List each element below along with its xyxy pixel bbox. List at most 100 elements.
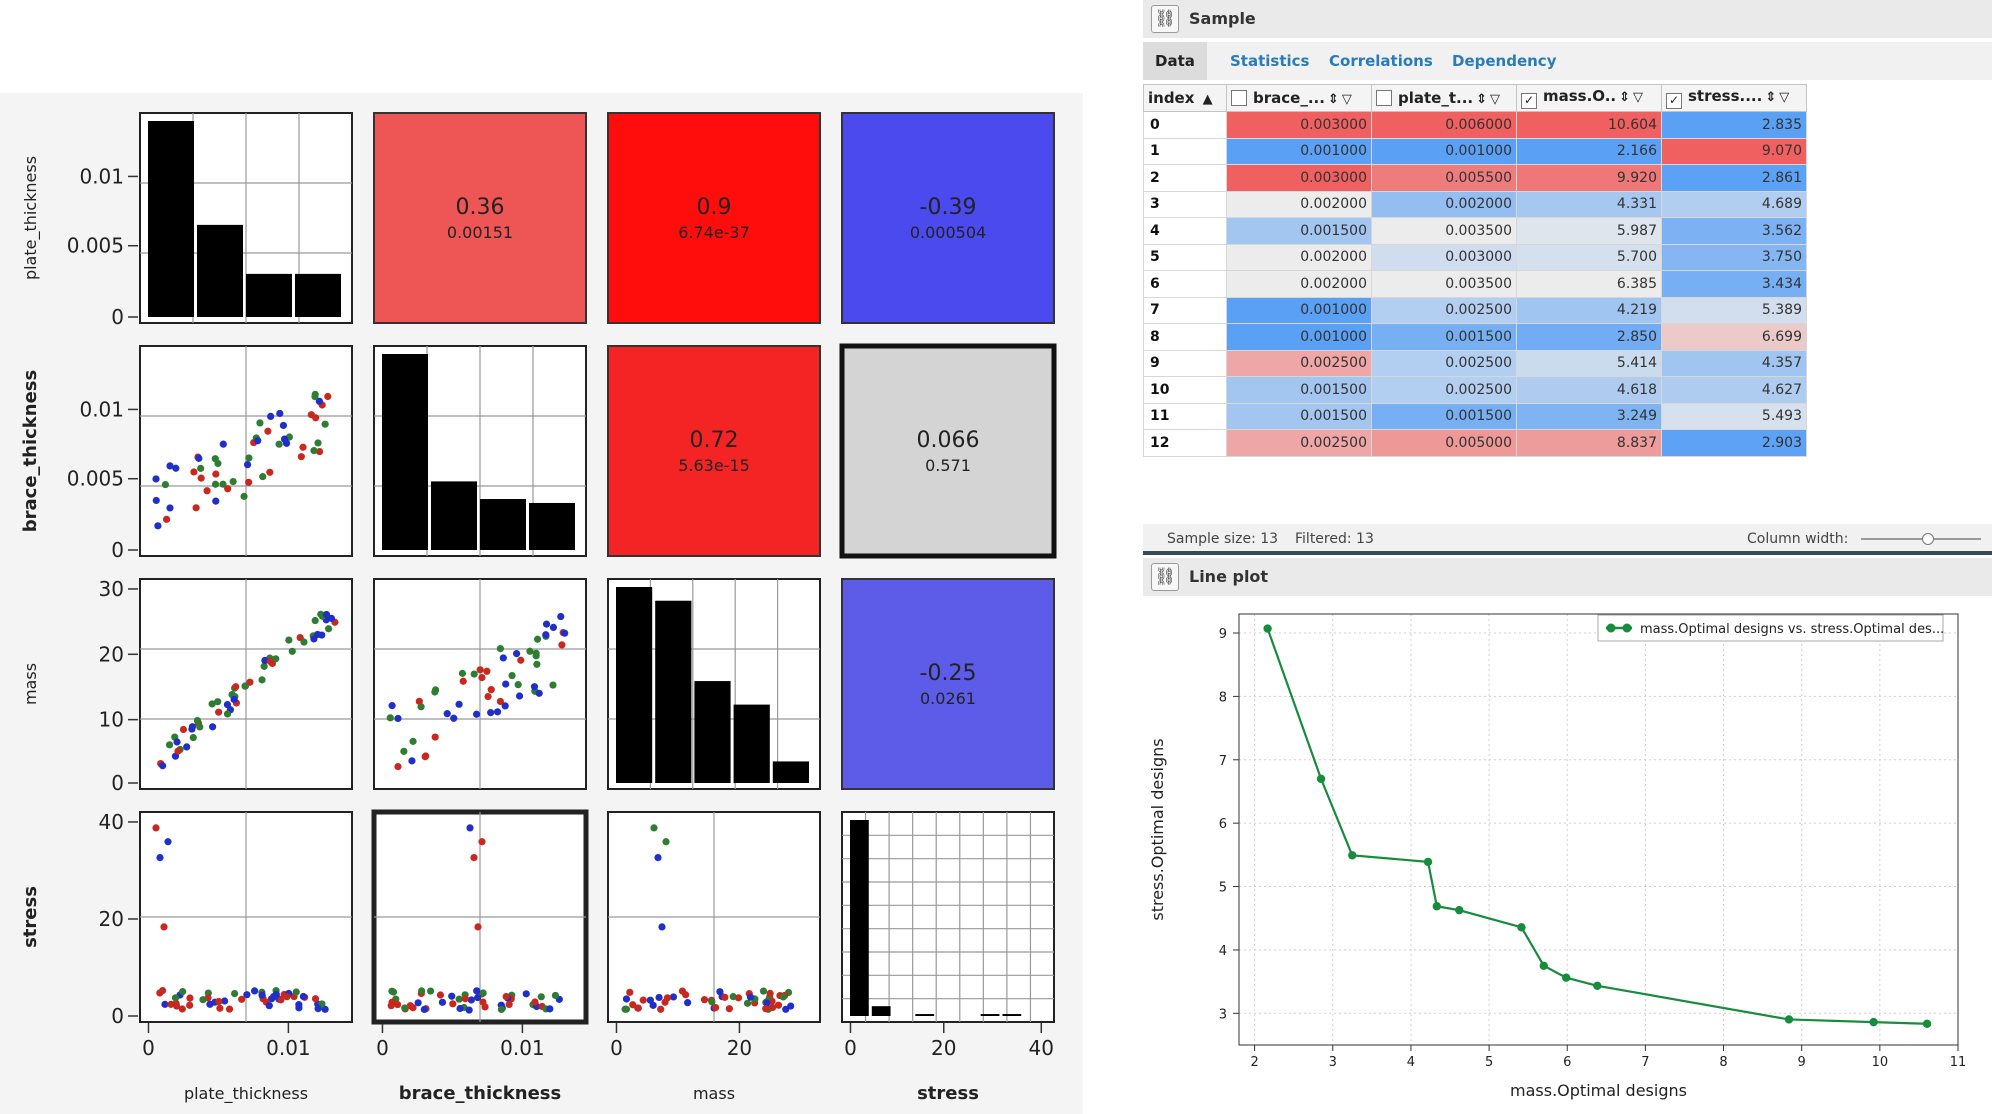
plate-cell[interactable]: 0.003500 [1371, 217, 1517, 245]
table-row[interactable]: 0 0.003000 0.006000 10.604 2.835 [1143, 111, 1807, 139]
row-index-cell[interactable]: 10 [1143, 376, 1227, 404]
stress-cell[interactable]: 2.903 [1661, 429, 1807, 457]
brace-cell[interactable]: 0.001500 [1226, 217, 1372, 245]
tab-correlations[interactable]: Correlations [1329, 52, 1433, 70]
brace-cell[interactable]: 0.003000 [1226, 111, 1372, 139]
column-header-index[interactable]: index ▲ [1143, 84, 1227, 112]
mass-cell[interactable]: 8.837 [1516, 429, 1662, 457]
column-width-slider-handle[interactable] [1922, 533, 1934, 545]
table-row[interactable]: 3 0.002000 0.002000 4.331 4.689 [1143, 190, 1807, 218]
column-header-plate[interactable]: plate_t... ⇕ ▽ [1371, 84, 1517, 112]
mass-cell[interactable]: 10.604 [1516, 111, 1662, 139]
brace-cell[interactable]: 0.001500 [1226, 402, 1372, 430]
link-icon[interactable]: ⛓ [1151, 5, 1179, 33]
filter-icon[interactable]: ▽ [1779, 90, 1790, 105]
table-row[interactable]: 1 0.001000 0.001000 2.166 9.070 [1143, 137, 1807, 165]
sort-icon[interactable]: ⇕ [1765, 90, 1777, 105]
brace-cell[interactable]: 0.002000 [1226, 243, 1372, 271]
brace-cell[interactable]: 0.002500 [1226, 429, 1372, 457]
brace-cell[interactable]: 0.001000 [1226, 137, 1372, 165]
plate-cell[interactable]: 0.003000 [1371, 243, 1517, 271]
mass-cell[interactable]: 2.166 [1516, 137, 1662, 165]
stress-cell[interactable]: 4.627 [1661, 376, 1807, 404]
table-row[interactable]: 5 0.002000 0.003000 5.700 3.750 [1143, 243, 1807, 271]
mass-cell[interactable]: 4.331 [1516, 190, 1662, 218]
stress-cell[interactable]: 4.689 [1661, 190, 1807, 218]
row-index-cell[interactable]: 7 [1143, 296, 1227, 324]
stress-cell[interactable]: 3.750 [1661, 243, 1807, 271]
link-icon[interactable]: ⛓ [1151, 563, 1179, 591]
tab-dependency[interactable]: Dependency [1452, 52, 1557, 70]
mass-cell[interactable]: 5.987 [1516, 217, 1662, 245]
row-index-cell[interactable]: 1 [1143, 137, 1227, 165]
filter-icon[interactable]: ▽ [1633, 90, 1644, 105]
plate-cell[interactable]: 0.002500 [1371, 349, 1517, 377]
sort-icon[interactable]: ⇕ [1476, 92, 1488, 107]
table-row[interactable]: 7 0.001000 0.002500 4.219 5.389 [1143, 296, 1807, 324]
row-index-cell[interactable]: 8 [1143, 323, 1227, 351]
row-index-cell[interactable]: 6 [1143, 270, 1227, 298]
stress-cell[interactable]: 2.861 [1661, 164, 1807, 192]
brace-cell[interactable]: 0.001000 [1226, 296, 1372, 324]
tab-statistics[interactable]: Statistics [1230, 52, 1310, 70]
stress-cell[interactable]: 9.070 [1661, 137, 1807, 165]
stress-cell[interactable]: 6.699 [1661, 323, 1807, 351]
row-index-cell[interactable]: 2 [1143, 164, 1227, 192]
tab-data[interactable]: Data [1143, 42, 1207, 80]
row-index-cell[interactable]: 12 [1143, 429, 1227, 457]
column-header-stress[interactable]: ✓ stress.... ⇕ ▽ [1661, 84, 1807, 112]
brace-cell[interactable]: 0.002500 [1226, 349, 1372, 377]
column-header-brace[interactable]: brace_... ⇕ ▽ [1226, 84, 1372, 112]
stress-cell[interactable]: 4.357 [1661, 349, 1807, 377]
stress-cell[interactable]: 3.434 [1661, 270, 1807, 298]
table-row[interactable]: 4 0.001500 0.003500 5.987 3.562 [1143, 217, 1807, 245]
mass-cell[interactable]: 6.385 [1516, 270, 1662, 298]
column-checkbox[interactable] [1231, 90, 1247, 106]
brace-cell[interactable]: 0.003000 [1226, 164, 1372, 192]
brace-cell[interactable]: 0.001000 [1226, 323, 1372, 351]
column-width-slider[interactable] [1861, 533, 1981, 545]
sort-icon[interactable]: ⇕ [1327, 92, 1339, 107]
filter-icon[interactable]: ▽ [1341, 92, 1352, 107]
column-header-mass[interactable]: ✓ mass.O.. ⇕ ▽ [1516, 84, 1662, 112]
stress-cell[interactable]: 5.389 [1661, 296, 1807, 324]
table-row[interactable]: 2 0.003000 0.005500 9.920 2.861 [1143, 164, 1807, 192]
filter-icon[interactable]: ▽ [1490, 92, 1501, 107]
stress-cell[interactable]: 5.493 [1661, 402, 1807, 430]
panel-divider[interactable] [1143, 551, 1992, 555]
brace-cell[interactable]: 0.001500 [1226, 376, 1372, 404]
row-index-cell[interactable]: 0 [1143, 111, 1227, 139]
column-checkbox[interactable]: ✓ [1666, 93, 1682, 109]
plate-cell[interactable]: 0.001000 [1371, 137, 1517, 165]
mass-cell[interactable]: 2.850 [1516, 323, 1662, 351]
brace-cell[interactable]: 0.002000 [1226, 190, 1372, 218]
plate-cell[interactable]: 0.001500 [1371, 402, 1517, 430]
table-row[interactable]: 10 0.001500 0.002500 4.618 4.627 [1143, 376, 1807, 404]
row-index-cell[interactable]: 9 [1143, 349, 1227, 377]
plate-cell[interactable]: 0.005000 [1371, 429, 1517, 457]
plate-cell[interactable]: 0.003500 [1371, 270, 1517, 298]
column-checkbox[interactable] [1376, 90, 1392, 106]
stress-cell[interactable]: 2.835 [1661, 111, 1807, 139]
mass-cell[interactable]: 9.920 [1516, 164, 1662, 192]
table-row[interactable]: 12 0.002500 0.005000 8.837 2.903 [1143, 429, 1807, 457]
table-row[interactable]: 9 0.002500 0.002500 5.414 4.357 [1143, 349, 1807, 377]
plate-cell[interactable]: 0.002500 [1371, 296, 1517, 324]
plate-cell[interactable]: 0.005500 [1371, 164, 1517, 192]
row-index-cell[interactable]: 3 [1143, 190, 1227, 218]
column-checkbox[interactable]: ✓ [1521, 93, 1537, 109]
stress-cell[interactable]: 3.562 [1661, 217, 1807, 245]
mass-cell[interactable]: 4.618 [1516, 376, 1662, 404]
plate-cell[interactable]: 0.006000 [1371, 111, 1517, 139]
sort-asc-icon[interactable]: ▲ [1202, 92, 1213, 107]
mass-cell[interactable]: 3.249 [1516, 402, 1662, 430]
row-index-cell[interactable]: 11 [1143, 402, 1227, 430]
plate-cell[interactable]: 0.002500 [1371, 376, 1517, 404]
row-index-cell[interactable]: 5 [1143, 243, 1227, 271]
plate-cell[interactable]: 0.002000 [1371, 190, 1517, 218]
brace-cell[interactable]: 0.002000 [1226, 270, 1372, 298]
mass-cell[interactable]: 5.414 [1516, 349, 1662, 377]
table-row[interactable]: 8 0.001000 0.001500 2.850 6.699 [1143, 323, 1807, 351]
plate-cell[interactable]: 0.001500 [1371, 323, 1517, 351]
table-row[interactable]: 11 0.001500 0.001500 3.249 5.493 [1143, 402, 1807, 430]
